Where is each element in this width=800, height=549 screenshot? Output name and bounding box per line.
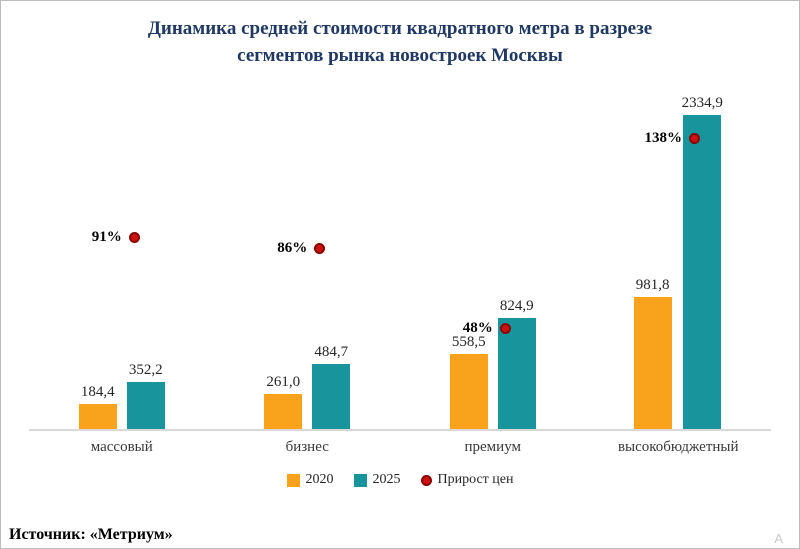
growth-label: 91% xyxy=(91,229,122,246)
value-label-2020: 261,0 xyxy=(266,374,301,391)
value-label-2020: 558,5 xyxy=(451,334,486,351)
growth-dot-icon xyxy=(128,232,140,244)
legend-item-Прирост цен: Прирост цен xyxy=(420,472,514,488)
growth-marker: 86% xyxy=(209,240,395,257)
bar-2025 xyxy=(126,381,165,430)
legend-item-2025: 2025 xyxy=(353,472,401,488)
bar-2020 xyxy=(78,404,117,430)
bar-wrapper-2020: 558,5 xyxy=(449,334,488,430)
legend-label: 2020 xyxy=(305,472,334,488)
category-label: премиум xyxy=(464,439,522,456)
growth-marker: 138% xyxy=(580,130,766,147)
bar-2020 xyxy=(449,354,488,430)
bar-wrapper-2025: 352,2 xyxy=(126,361,165,430)
chart-title-line2: сегментов рынка новостроек Москвы xyxy=(237,44,563,66)
bar-wrapper-2025: 2334,9 xyxy=(681,95,723,430)
chart-title: Динамика средней стоимости квадратного м… xyxy=(1,1,799,69)
category-label: массовый xyxy=(90,439,153,456)
chart-title-line1: Динамика средней стоимости квадратного м… xyxy=(147,18,653,39)
bar-group: 558,5 824,9 48% xyxy=(400,95,586,430)
legend-item-2020: 2020 xyxy=(286,472,334,488)
bar-wrapper-2025: 824,9 xyxy=(497,298,536,430)
value-label-2020: 981,8 xyxy=(635,277,670,294)
bar-group: 261,0 484,7 86% xyxy=(215,95,401,430)
bar-wrapper-2020: 184,4 xyxy=(78,384,117,430)
category-label: бизнес xyxy=(285,439,329,456)
value-label-2025: 352,2 xyxy=(128,361,163,378)
growth-dot-icon xyxy=(314,242,326,254)
bar-2025 xyxy=(312,364,351,430)
bar-2025 xyxy=(683,115,722,430)
bar-2025 xyxy=(497,318,536,430)
legend: 2020 2025 Прирост цен xyxy=(1,472,799,488)
legend-dot-icon xyxy=(420,474,432,486)
legend-swatch-icon xyxy=(353,473,367,487)
plot-area: 184,4 352,2 91% 261,0 484,7 86% 558,5 824,9 48% 9… xyxy=(29,95,772,432)
bar-wrapper-2025: 484,7 xyxy=(312,344,351,430)
legend-swatch-icon xyxy=(286,473,300,487)
growth-label: 86% xyxy=(277,239,308,256)
value-label-2025: 484,7 xyxy=(314,344,349,360)
source-caption: Источник: «Метриум» xyxy=(9,526,173,543)
bar-wrapper-2020: 981,8 xyxy=(633,277,672,430)
category-label: высокобюджетный xyxy=(617,439,739,456)
bar-2020 xyxy=(633,297,672,430)
bar-2020 xyxy=(264,394,303,430)
growth-label: 138% xyxy=(644,130,683,147)
bar-group: 981,8 2334,9 138% xyxy=(586,95,772,430)
value-label-2020: 184,4 xyxy=(80,384,115,401)
value-label-2025: 824,9 xyxy=(499,298,534,315)
bar-wrapper-2020: 261,0 xyxy=(264,374,303,430)
bar-group: 184,4 352,2 91% xyxy=(29,95,215,430)
x-axis-labels: массовый бизнес премиум высокобюджетный xyxy=(29,431,771,456)
legend-label: 2025 xyxy=(372,472,401,488)
growth-marker: 91% xyxy=(23,229,209,246)
value-label-2025: 2334,9 xyxy=(681,95,723,112)
legend-label: Прирост цен xyxy=(437,472,514,488)
watermark: А xyxy=(774,531,783,546)
